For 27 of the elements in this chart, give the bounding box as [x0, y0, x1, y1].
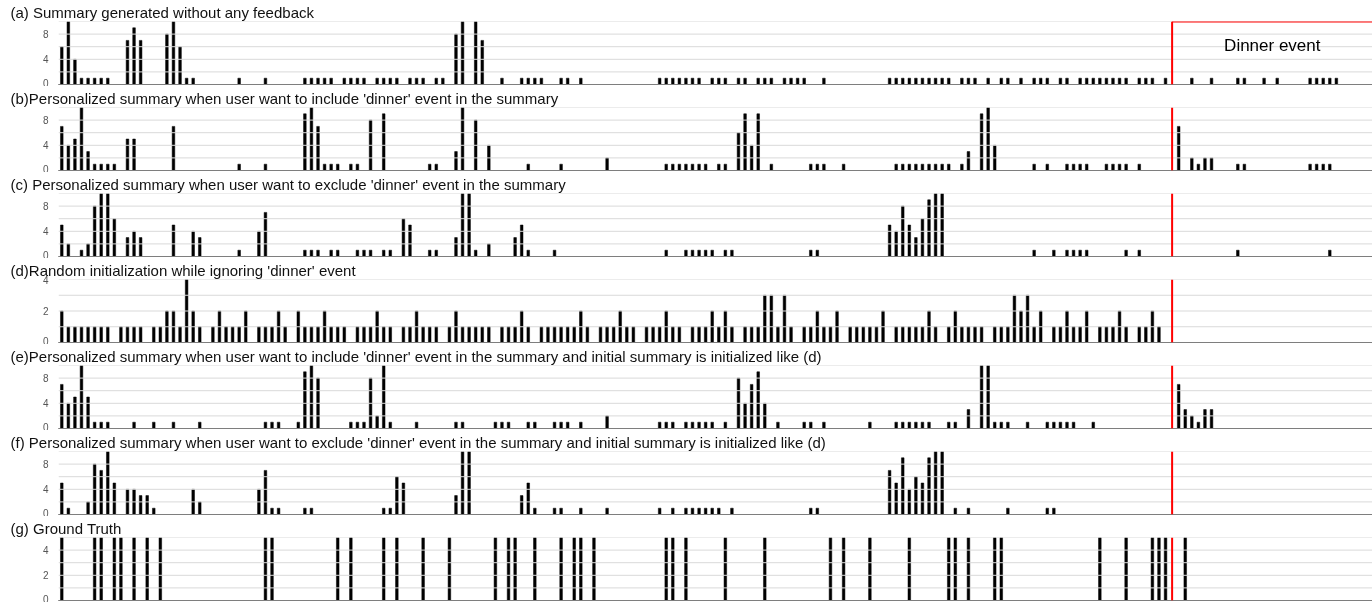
y-tick-label: 8: [42, 29, 49, 41]
y-tick-label: 0: [42, 163, 49, 175]
y-tick-label: 0: [42, 507, 49, 519]
y-tick-label: 0: [42, 77, 49, 89]
y-tick-label: 0: [42, 335, 49, 347]
y-tick-label: 8: [42, 201, 49, 213]
y-tick-label: 0: [42, 593, 49, 605]
y-tick-label: 8: [42, 115, 49, 127]
y-tick-label: 2: [42, 306, 49, 317]
y-tick-label: 8: [42, 373, 49, 385]
chart-title: (c) Personalized summary when user want to exclude 'dinner' event in the summary: [10, 175, 567, 193]
y-tick-label: 4: [42, 398, 49, 410]
y-tick-label: 4: [42, 226, 49, 238]
chart-title: (a) Summary generated without any feedback: [10, 3, 315, 21]
y-tick-label: 2: [42, 570, 49, 582]
y-tick-label: 8: [42, 459, 49, 471]
chart-title: (b)Personalized summary when user want to include 'dinner' event in the summary: [10, 89, 559, 107]
y-tick-label: 0: [42, 249, 49, 261]
chart-title: (g) Ground Truth: [10, 519, 122, 537]
y-tick-label: 4: [42, 54, 49, 66]
chart-title: (f) Personalized summary when user want to exclude 'dinner' event in the summary and initial summary is initialized like (d): [10, 433, 826, 451]
y-tick-label: 4: [42, 545, 49, 557]
y-tick-label: 4: [42, 484, 49, 496]
y-tick-label: 0: [42, 421, 49, 433]
annotation: Dinner event: [1224, 35, 1321, 55]
y-tick-label: 4: [42, 140, 49, 152]
chart-title: (e)Personalized summary when user want to include 'dinner' event in the summary and initial summary is initialized like (d): [10, 347, 822, 365]
